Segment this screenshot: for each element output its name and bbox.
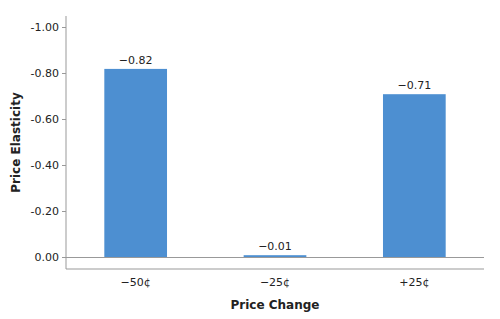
y-axis: -1.00 -0.80 -0.60 -0.40 -0.20 0.00: [31, 21, 66, 264]
y-axis-title: Price Elasticity: [9, 92, 23, 193]
x-tick-label: −25¢: [260, 276, 290, 289]
y-tick: [62, 73, 66, 74]
y-tick-label: -0.80: [31, 67, 59, 80]
bars: [104, 69, 445, 258]
bar: [104, 69, 167, 258]
y-tick-label: -0.40: [31, 159, 59, 172]
zero-line: [66, 257, 484, 258]
y-tick-label: 0.00: [35, 251, 60, 264]
y-axis-line: [66, 16, 67, 269]
data-label: −0.71: [397, 79, 431, 92]
y-tick-label: -1.00: [31, 21, 59, 34]
bar: [383, 94, 446, 257]
y-tick: [62, 257, 66, 258]
data-label: −0.01: [258, 240, 292, 253]
y-tick-label: -0.20: [31, 205, 59, 218]
y-tick: [62, 27, 66, 28]
y-tick-label: -0.60: [31, 113, 59, 126]
chart-container: -1.00-0.80-0.60-0.40-0.200.00−0.82−0.01−…: [0, 0, 500, 319]
y-tick: [62, 211, 66, 212]
data-label: −0.82: [119, 54, 153, 67]
chart: -1.00-0.80-0.60-0.40-0.200.00−0.82−0.01−…: [0, 0, 500, 319]
y-tick: [62, 119, 66, 120]
x-axis-title: Price Change: [231, 298, 320, 312]
x-axis: −50¢ −25¢ +25¢: [121, 276, 430, 289]
data-labels: −0.82 −0.01 −0.71: [119, 54, 431, 253]
x-axis-line: [66, 269, 484, 270]
y-tick: [62, 165, 66, 166]
x-tick-label: +25¢: [399, 276, 429, 289]
x-tick-label: −50¢: [121, 276, 151, 289]
